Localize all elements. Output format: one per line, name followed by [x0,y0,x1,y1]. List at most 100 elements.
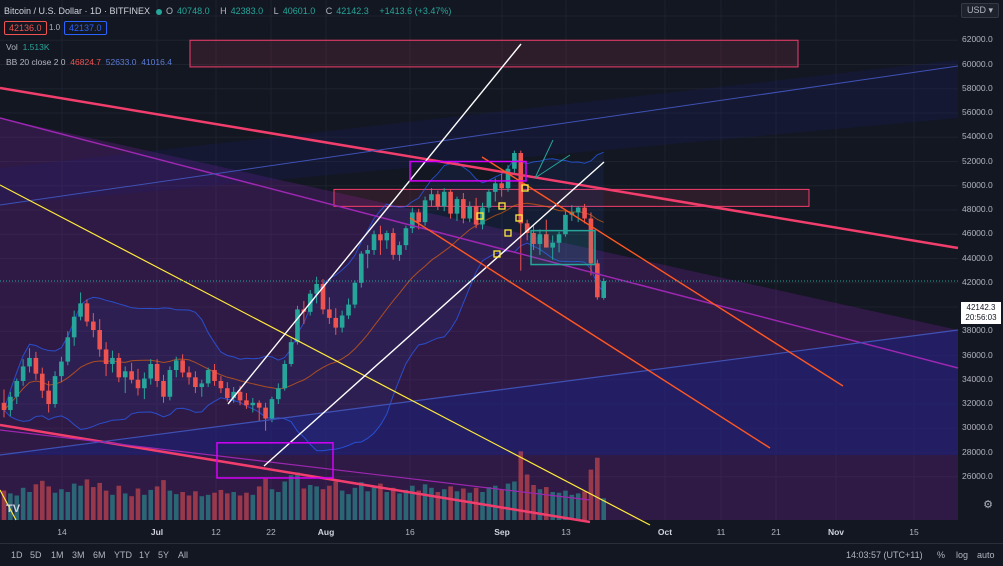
volume-bar [225,493,230,520]
chart-legend-header: Bitcoin / U.S. Dollar · 1D · BITFINEX O 40… [4,6,455,16]
volume-value: 1.513K [22,42,50,52]
volume-bar [346,494,351,520]
volume-bar [46,486,51,520]
candle-body [167,370,173,397]
yellow-trendline [0,184,651,526]
price-tick-label: 28000.0 [962,446,993,457]
candle-body [8,396,13,411]
descending-channel-upper [481,156,844,387]
volume-bar [129,496,134,520]
volume-bar [276,492,281,520]
volume-bar [531,485,536,520]
range-button-1y[interactable]: 1Y [139,550,151,560]
tradingview-logo[interactable]: TV [6,503,21,515]
volume-bar [327,485,332,520]
triangle-upper-line [0,117,959,369]
range-button-all[interactable]: All [178,550,189,560]
gear-icon[interactable]: ⚙ [983,499,993,511]
price-axis[interactable] [960,0,1003,520]
range-button-5y[interactable]: 5Y [158,550,170,560]
buy-price-button[interactable]: 42137.0 [64,21,107,35]
volume-bar [454,491,460,520]
volume-bar [116,485,122,520]
volume-bar [365,491,370,520]
candle-body [531,233,536,244]
range-button-1d[interactable]: 1D [11,550,23,560]
volume-bar [212,492,217,520]
volume-legend[interactable]: Vol 1.513K [6,42,50,52]
clock-readout[interactable]: 14:03:57 (UTC+11) [846,550,923,560]
candle-body [595,263,600,298]
candle-body [492,183,498,192]
candle-body [59,361,64,377]
volume-bar [544,487,549,520]
volume-bar [486,487,492,520]
percent-toggle[interactable]: % [937,550,946,560]
auto-toggle[interactable]: auto [977,550,995,560]
candle-body [250,402,256,406]
bollinger-legend[interactable]: BB 20 close 2 0 46824.7 52633.0 41016.4 [6,57,172,67]
volume-bar [441,489,447,520]
candle-body [161,380,166,397]
volume-bar [410,485,415,520]
candle-body [563,214,568,235]
volume-bar [173,494,179,520]
candle-body [180,360,185,373]
candle-body [550,242,555,248]
candle-body [314,283,319,294]
volume-bar [167,490,173,520]
volume-bar [33,484,39,520]
range-button-ytd[interactable]: YTD [114,550,132,560]
volume-bar [352,487,358,520]
candle-body [212,370,217,381]
candle-body [269,399,275,419]
sell-price-button[interactable]: 42136.0 [4,21,47,35]
upper-channel-fill [0,60,958,205]
volume-bar [288,475,294,520]
volume-bar [27,492,32,520]
candle-body [582,207,587,219]
volume-bar [480,492,485,520]
volume-bar [154,486,160,520]
candle-body [173,360,179,371]
blue-channel-line [0,65,959,206]
candle-body [346,304,351,316]
candle-body [135,379,141,389]
volume-bar [582,491,587,520]
time-tick-label: 15 [909,527,919,537]
volume-bar [333,481,339,520]
consolidation-box [409,160,527,182]
candle-body [231,391,236,398]
volume-box [216,442,334,479]
time-tick-label: 16 [405,527,415,537]
bb-fill [4,152,604,451]
volume-bar [601,498,607,520]
candle-body [467,206,473,219]
candle-body [39,373,45,391]
candle-body [1,402,7,411]
volume-bar [193,491,198,520]
candle-body [518,153,524,224]
volume-bar [161,480,166,520]
marker-square [521,184,529,192]
range-button-5d[interactable]: 5D [30,550,42,560]
price-tick-label: 26000.0 [962,470,993,481]
price-tick-label: 56000.0 [962,107,993,117]
time-tick-label: Nov [827,527,845,537]
candle-body [276,388,281,400]
candle-body [46,390,51,404]
symbol-title[interactable]: Bitcoin / U.S. Dollar · 1D · BITFINEX [4,6,151,16]
volume-bar [65,492,71,520]
range-button-3m[interactable]: 3M [72,550,85,560]
candle-body [225,388,230,398]
log-toggle[interactable]: log [956,550,969,560]
candle-body [27,357,32,367]
currency-dropdown[interactable]: USD ▾ [960,3,999,18]
time-tick-label: 21 [771,527,781,537]
range-button-1m[interactable]: 1M [51,550,64,560]
range-button-6m[interactable]: 6M [93,550,106,560]
volume-bar [301,488,307,520]
candle-body [116,357,122,378]
range-box [530,229,596,266]
